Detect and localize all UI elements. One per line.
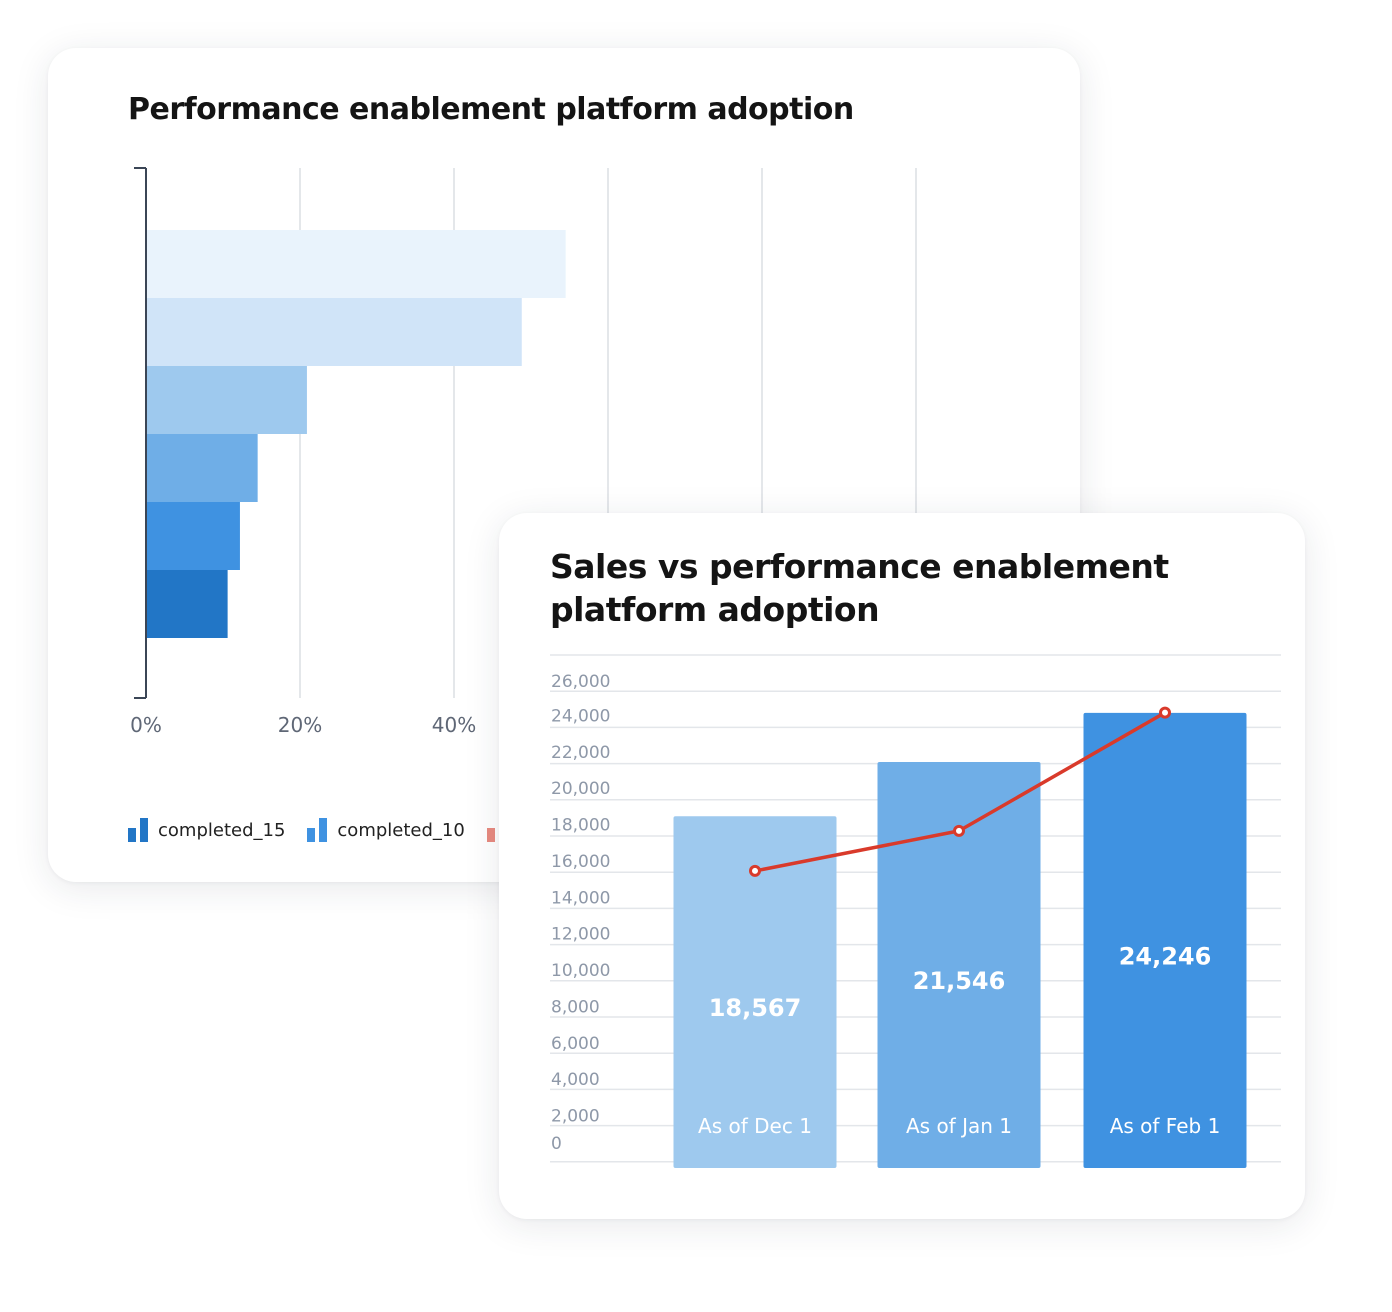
y-tick-label: 2,000 — [551, 1107, 600, 1127]
sales-chart-plot: 0 2,000 4,000 6,000 8,000 10,000 12,000 14,000 1… — [550, 654, 1281, 1168]
y-tick-label: 14,000 — [551, 888, 610, 908]
adoption-chart-title: Performance enablement platform adoption — [128, 92, 854, 127]
x-tick-label: 40% — [432, 713, 476, 737]
trend-point — [749, 864, 761, 877]
bar — [146, 570, 228, 638]
y-tick-label: 4,000 — [551, 1070, 600, 1090]
legend-item: completed_15 — [128, 818, 285, 842]
bar — [146, 502, 240, 570]
y-tick-label: 18,000 — [551, 816, 610, 836]
bar-value-label: 18,567 — [709, 994, 802, 1022]
bar-category-label: As of Dec 1 — [698, 1114, 812, 1138]
bar-value-label: 24,246 — [1119, 942, 1212, 970]
legend-swatch-icon — [128, 818, 148, 842]
legend-label: completed_10 — [337, 819, 465, 841]
x-tick-label: 20% — [278, 713, 322, 737]
sales-chart-card: Sales vs performance enablement platform… — [499, 513, 1305, 1219]
y-tick-label: 6,000 — [551, 1034, 600, 1054]
bar — [146, 230, 566, 298]
bar — [877, 762, 1041, 1168]
bar — [146, 366, 307, 434]
bar — [146, 298, 522, 366]
y-tick-label: 12,000 — [551, 925, 610, 945]
bar — [1083, 712, 1247, 1168]
adoption-chart-card: Performance enablement platform adoption… — [48, 48, 1080, 882]
bar — [146, 434, 258, 502]
y-tick-label: 10,000 — [551, 961, 610, 981]
trend-point — [953, 824, 965, 837]
bar — [673, 816, 837, 1168]
bar-category-label: As of Jan 1 — [906, 1114, 1012, 1138]
bar-value-label: 21,546 — [913, 967, 1006, 995]
y-tick-label: 24,000 — [551, 706, 610, 726]
bar-category-label: As of Feb 1 — [1110, 1114, 1221, 1138]
legend-item: completed_10 — [307, 818, 465, 842]
y-tick-label: 8,000 — [551, 997, 600, 1017]
y-tick-label: 16,000 — [551, 852, 610, 872]
y-tick-label: 20,000 — [551, 779, 610, 799]
y-tick-label: 26,000 — [551, 672, 610, 692]
y-tick-label: 22,000 — [551, 743, 610, 763]
sales-chart-title: Sales vs performance enablement platform… — [550, 547, 1169, 629]
trend-point — [1159, 706, 1171, 719]
y-tick-label: 0 — [551, 1134, 562, 1154]
legend-label: completed_15 — [158, 819, 286, 841]
adoption-chart-legend: completed_15 completed_10 — [128, 818, 517, 842]
adoption-chart-plot: 0% 20% 40% — [130, 167, 917, 737]
x-tick-label: 0% — [130, 713, 162, 737]
legend-swatch-icon — [307, 818, 328, 842]
